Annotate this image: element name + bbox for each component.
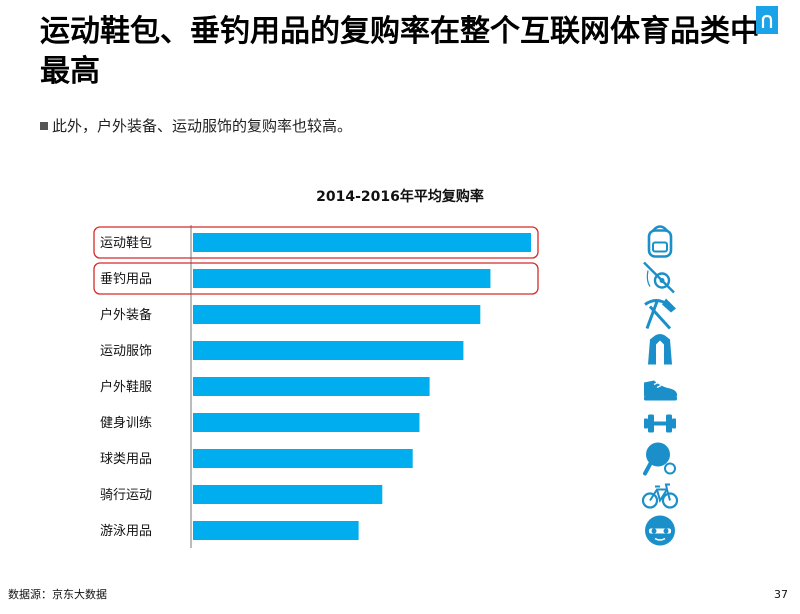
bar-8	[193, 485, 383, 504]
summary-text: 此外，户外装备、运动服饰的复购率也较高。	[52, 117, 353, 135]
dumbbell-icon	[644, 414, 676, 433]
category-label: 户外装备	[100, 307, 152, 323]
category-label: 健身训练	[100, 415, 152, 431]
bar-7	[193, 449, 413, 468]
bar-9	[193, 521, 359, 540]
chart-title: 2014-2016年平均复购率	[316, 189, 484, 205]
bar-5	[193, 377, 430, 396]
jacket-icon	[648, 334, 672, 365]
backpack-icon	[647, 225, 673, 258]
category-label: 球类用品	[100, 452, 152, 467]
highlight-box	[93, 226, 539, 259]
bar-2	[193, 269, 491, 288]
category-label: 垂钓用品	[100, 272, 152, 287]
category-label: 运动鞋包	[100, 235, 152, 251]
bar-3	[193, 305, 481, 324]
bicycle-icon	[641, 483, 679, 509]
category-label: 骑行运动	[100, 488, 152, 503]
nielsen-logo-icon	[756, 6, 778, 34]
bullet-square-icon	[40, 121, 48, 130]
pickaxe-shovel-icon	[644, 298, 676, 330]
bar-1	[193, 233, 531, 252]
bar-4	[193, 341, 464, 360]
fishing-icon	[643, 261, 675, 294]
source-note: 数据源：京东大数据	[8, 588, 107, 601]
bar-6	[193, 413, 420, 432]
page-title: 运动鞋包、垂钓用品的复购率在整个互联网体育品类中最高	[40, 14, 760, 89]
highlight-box	[93, 262, 539, 295]
page-number: 37	[774, 588, 788, 601]
ping-pong-icon	[643, 442, 676, 476]
category-label: 运动服饰	[100, 344, 152, 359]
summary-bullet: 此外，户外装备、运动服饰的复购率也较高。	[40, 115, 352, 136]
swim-cap-icon	[645, 515, 675, 546]
category-label: 户外鞋服	[100, 379, 152, 395]
category-label: 游泳用品	[100, 524, 152, 539]
sneaker-icon	[644, 380, 678, 401]
